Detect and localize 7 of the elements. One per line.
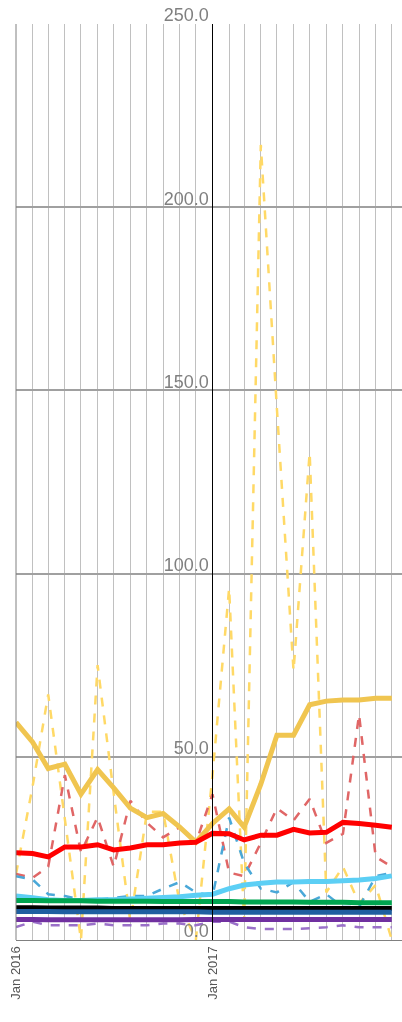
x-tick-label: Jan 2017 [204,946,220,1000]
y-tick-label: 200.0 [163,188,209,209]
y-tick-label: 50.0 [173,738,209,759]
y-tick-label: 150.0 [163,371,209,392]
y-tick-label: 250.0 [163,5,209,26]
y-tick-label: 100.0 [163,554,209,575]
x-tick-label: Jan 2016 [8,946,24,1000]
